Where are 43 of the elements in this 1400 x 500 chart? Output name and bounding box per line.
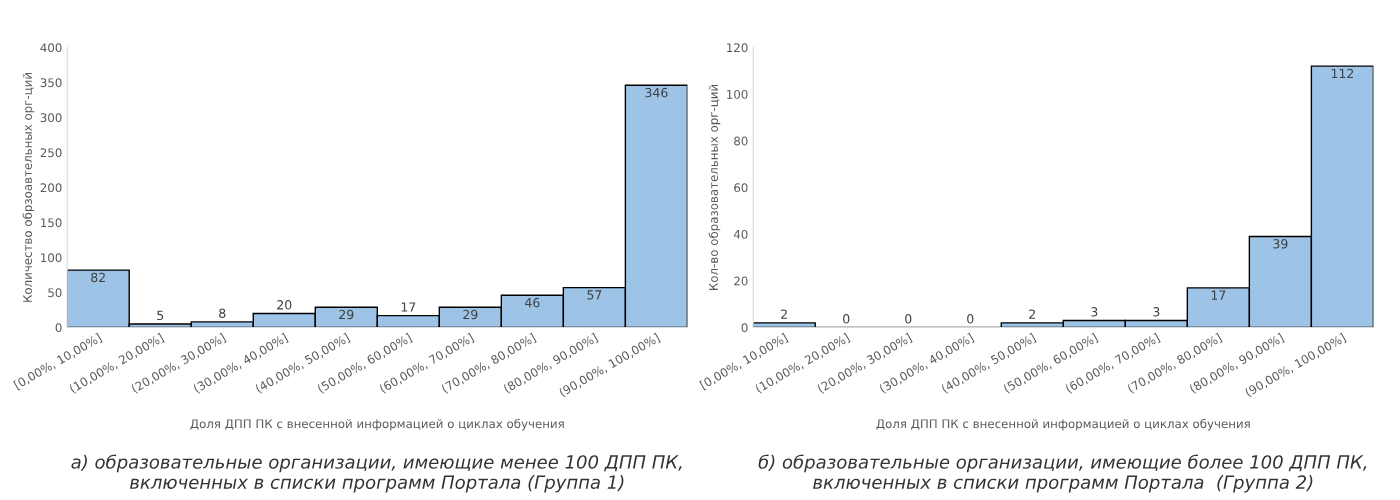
data-label: 0 — [905, 314, 912, 324]
data-label: 3 — [1091, 307, 1098, 317]
data-label: 2 — [781, 309, 787, 319]
data-label: 57 — [587, 290, 602, 300]
data-label: 82 — [91, 272, 105, 283]
data-label: 0 — [967, 314, 974, 324]
x-axis-title: Доля ДПП ПК с внесенной информацией о циклах обучения — [190, 418, 564, 431]
data-label: 5 — [157, 310, 164, 321]
y-tick-label: 80 — [734, 136, 748, 146]
data-label: 8 — [219, 308, 226, 318]
y-axis-title: Кол-во образовательных орг-ций — [708, 84, 721, 290]
y-tick-label: 200 — [40, 183, 62, 193]
data-label: 29 — [339, 309, 354, 320]
bar — [753, 322, 816, 328]
data-label: 3 — [1153, 307, 1160, 317]
y-tick-label: 20 — [734, 276, 748, 286]
text: а) образовательные организации, имеющие менее 100 ДПП ПК, включенных в списки программ Портала (Группа 1) — [71, 454, 682, 493]
y-tick-label: 250 — [40, 148, 62, 158]
y-tick-label: 100 — [41, 253, 62, 263]
y-tick-label: 350 — [40, 78, 62, 88]
data-label: 112 — [1331, 68, 1354, 79]
data-label: 29 — [463, 309, 478, 320]
text: б) образовательные организации, имеющие более 100 ДПП ПК, включенных в списки программ Портала (Группа 2) — [758, 454, 1367, 493]
y-tick-label: 400 — [40, 43, 62, 53]
x-axis-title: Доля ДПП ПК с внесенной информацией о циклах обучения — [876, 418, 1250, 431]
y-tick-label: 40 — [733, 229, 748, 239]
data-label: 2 — [1029, 309, 1036, 319]
y-tick-label: 120 — [727, 43, 748, 53]
y-tick-label: 150 — [41, 218, 62, 228]
y-tick-label: 0 — [55, 323, 62, 333]
data-label: 346 — [645, 87, 668, 98]
data-label: 39 — [1273, 239, 1288, 249]
data-label: 0 — [843, 314, 850, 324]
data-label: 46 — [525, 297, 540, 308]
data-label: 20 — [277, 300, 292, 310]
y-tick-label: 300 — [40, 113, 62, 123]
y-axis-title: Количество обрзоавтельных орг-ций — [22, 73, 35, 302]
y-tick-label: 100 — [727, 89, 748, 99]
data-label: 17 — [401, 302, 416, 312]
y-tick-label: 0 — [741, 323, 748, 333]
y-tick-label: 50 — [48, 288, 62, 298]
y-tick-label: 60 — [734, 183, 748, 193]
data-label: 17 — [1211, 290, 1226, 300]
